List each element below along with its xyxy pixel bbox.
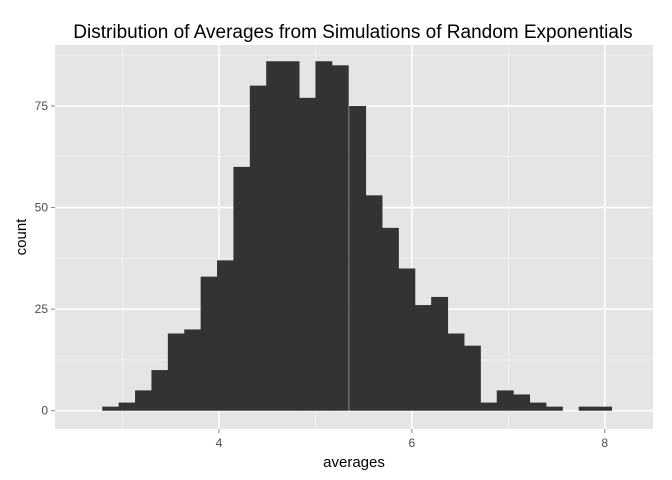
x-axis-title: averages bbox=[323, 454, 385, 471]
histogram-bar bbox=[217, 260, 234, 411]
histogram-bar bbox=[233, 166, 251, 411]
y-tick-label: 50 bbox=[35, 201, 49, 215]
histogram-bar bbox=[200, 276, 218, 411]
histogram-bar bbox=[381, 227, 399, 411]
histogram-bar bbox=[595, 406, 613, 411]
histogram-bar bbox=[578, 406, 596, 411]
y-tick-label: 75 bbox=[35, 99, 49, 113]
y-axis-title: count bbox=[13, 218, 30, 256]
histogram-bar bbox=[135, 390, 152, 411]
histogram-bars bbox=[102, 61, 613, 411]
y-axis-ticks: 0 25 50 75 bbox=[35, 99, 55, 418]
histogram-bar bbox=[480, 402, 498, 411]
x-axis-ticks: 4 6 8 bbox=[216, 429, 608, 450]
histogram-bar bbox=[414, 305, 432, 411]
histogram-bar bbox=[513, 394, 531, 411]
histogram-bar bbox=[299, 97, 316, 411]
x-tick-label: 8 bbox=[601, 436, 608, 450]
histogram-bar bbox=[349, 105, 367, 411]
histogram-bar bbox=[266, 61, 284, 411]
y-tick-label: 25 bbox=[35, 302, 49, 316]
histogram-bar bbox=[398, 268, 416, 411]
histogram-bar bbox=[282, 61, 300, 411]
histogram-bar bbox=[102, 406, 120, 411]
histogram-bar bbox=[447, 333, 465, 411]
histogram-bar bbox=[365, 195, 383, 411]
histogram-bar bbox=[463, 345, 481, 411]
x-tick-label: 6 bbox=[409, 436, 416, 450]
chart-title: Distribution of Averages from Simulation… bbox=[73, 22, 632, 43]
histogram-bar bbox=[331, 65, 349, 411]
histogram-bar bbox=[184, 329, 202, 411]
histogram-bar bbox=[151, 370, 169, 411]
y-tick-label: 0 bbox=[41, 404, 48, 418]
histogram-bar bbox=[496, 390, 514, 411]
histogram-bar bbox=[249, 85, 267, 411]
histogram-bar bbox=[529, 402, 547, 411]
histogram-bar bbox=[118, 402, 136, 411]
x-tick-label: 4 bbox=[216, 436, 223, 450]
histogram-bar bbox=[315, 61, 333, 411]
histogram-bar bbox=[545, 406, 563, 411]
histogram-bar bbox=[431, 296, 449, 411]
histogram-bar bbox=[167, 333, 185, 411]
